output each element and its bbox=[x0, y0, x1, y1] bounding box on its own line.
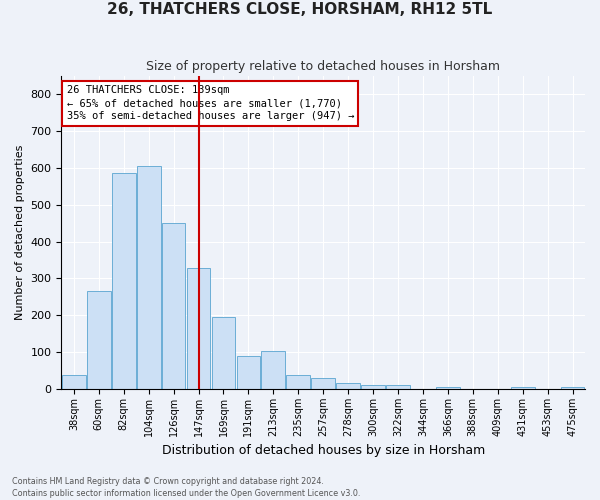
Bar bbox=[162, 223, 185, 389]
Bar bbox=[112, 174, 136, 389]
Bar bbox=[311, 378, 335, 389]
Bar bbox=[87, 292, 110, 389]
Title: Size of property relative to detached houses in Horsham: Size of property relative to detached ho… bbox=[146, 60, 500, 73]
X-axis label: Distribution of detached houses by size in Horsham: Distribution of detached houses by size … bbox=[161, 444, 485, 458]
Text: Contains HM Land Registry data © Crown copyright and database right 2024.
Contai: Contains HM Land Registry data © Crown c… bbox=[12, 476, 361, 498]
Bar bbox=[560, 387, 584, 389]
Bar bbox=[436, 387, 460, 389]
Bar bbox=[187, 268, 211, 389]
Bar bbox=[262, 351, 285, 389]
Bar bbox=[361, 384, 385, 389]
Text: 26 THATCHERS CLOSE: 139sqm
← 65% of detached houses are smaller (1,770)
35% of s: 26 THATCHERS CLOSE: 139sqm ← 65% of deta… bbox=[67, 85, 354, 122]
Bar bbox=[511, 387, 535, 389]
Bar bbox=[212, 317, 235, 389]
Bar bbox=[236, 356, 260, 389]
Bar bbox=[286, 375, 310, 389]
Text: 26, THATCHERS CLOSE, HORSHAM, RH12 5TL: 26, THATCHERS CLOSE, HORSHAM, RH12 5TL bbox=[107, 2, 493, 18]
Bar bbox=[336, 384, 360, 389]
Bar bbox=[137, 166, 161, 389]
Bar bbox=[62, 376, 86, 389]
Bar bbox=[386, 386, 410, 389]
Y-axis label: Number of detached properties: Number of detached properties bbox=[15, 144, 25, 320]
